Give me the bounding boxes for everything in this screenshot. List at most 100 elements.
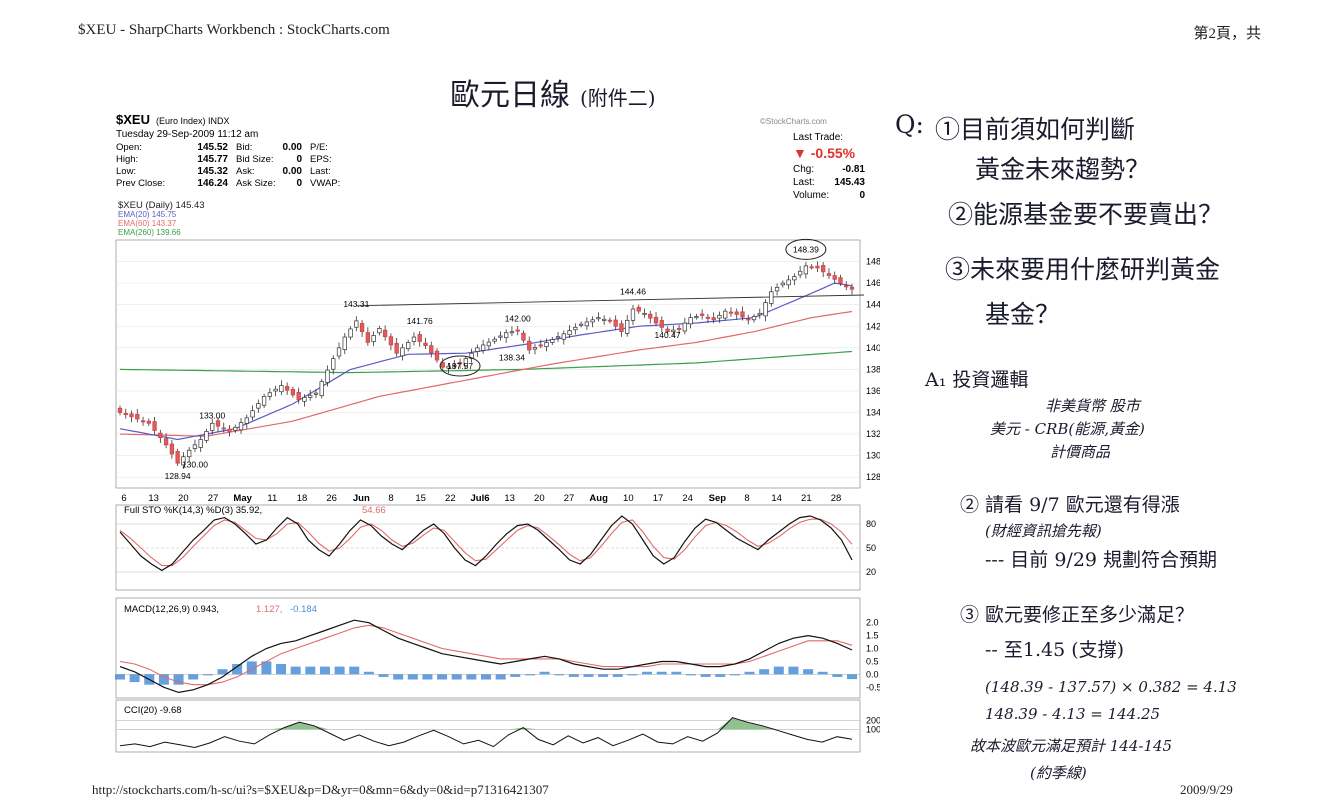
candle-down: [636, 306, 641, 312]
candle-down: [429, 345, 434, 354]
candle-down: [849, 286, 855, 290]
candle-down: [169, 443, 175, 455]
header-row-label2: Bid Size:: [236, 154, 274, 165]
x-axis-tick: 24: [682, 493, 693, 504]
candle-down: [215, 420, 221, 427]
candle-down: [705, 316, 711, 319]
macd-y-tick: -0.5: [866, 682, 880, 692]
header-row-value: 145.77: [197, 154, 228, 165]
macd-histogram-bar: [759, 669, 770, 675]
x-axis-tick: 28: [831, 493, 842, 504]
price-y-tick: 136: [866, 386, 880, 396]
candle-up: [642, 312, 647, 315]
candle-down: [815, 265, 820, 269]
header-row-value2: 0.00: [283, 166, 303, 177]
candle-down: [296, 391, 301, 400]
candle-down: [527, 340, 532, 351]
candle-down: [521, 332, 526, 341]
candle-down: [821, 265, 826, 273]
macd-y-tick: 1.0: [866, 644, 879, 654]
price-y-tick: 142: [866, 321, 880, 331]
candle-up: [544, 342, 549, 348]
x-axis-tick: Jun: [353, 493, 370, 504]
price-series: [117, 261, 865, 469]
candle-up: [480, 344, 486, 351]
answer-1-top: 非美貨幣 股市: [1045, 397, 1140, 415]
candle-up: [757, 312, 762, 316]
candle-up: [204, 431, 209, 441]
candle-up: [336, 347, 342, 357]
candle-down: [152, 421, 157, 431]
candle-down: [699, 313, 705, 316]
macd-histogram-bar: [671, 671, 682, 675]
last-label: Last:: [793, 177, 815, 188]
candle-up: [596, 317, 601, 320]
ema60-line: [119, 310, 853, 437]
candle-up: [348, 328, 353, 338]
macd-histogram-bar: [232, 664, 243, 675]
macd-histogram-bar: [642, 671, 653, 675]
price-y-tick: 144: [866, 300, 880, 310]
macd-histogram-bar: [803, 669, 814, 675]
x-axis-tick: 8: [744, 493, 749, 504]
stockcharts-brand: ©StockCharts.com: [760, 117, 827, 126]
macd-histogram-bar: [115, 674, 125, 680]
answer-3: ③ 歐元要修正至多少滿足？: [960, 604, 1195, 626]
cci-y-tick: 200: [866, 715, 880, 725]
chart-symbol: $XEU: [116, 112, 150, 127]
price-y-tick: 138: [866, 364, 880, 374]
low-circle-mark: [439, 355, 481, 377]
macd-histogram-bar: [319, 666, 330, 675]
candle-up: [555, 336, 561, 339]
candle-down: [648, 313, 653, 319]
candle-up: [406, 342, 411, 350]
x-axis-tick: 21: [801, 493, 812, 504]
candle-up: [244, 417, 249, 424]
x-axis-tick: 18: [297, 493, 308, 504]
price-y-tick: 134: [866, 408, 880, 418]
candle-up: [463, 358, 468, 367]
candle-up: [509, 331, 515, 334]
answer-title: A₁ 投資邏輯: [925, 369, 1029, 391]
chart-datetime: Tuesday 29-Sep-2009 11:12 am: [116, 129, 258, 140]
question-1-cont: 黃金未來趨勢？: [975, 155, 1151, 184]
handwritten-title-sub: (附件二): [580, 86, 656, 110]
price-annotation: 138.34: [499, 353, 525, 363]
candle-up: [308, 394, 313, 398]
macd-histogram-bar: [393, 674, 404, 680]
candle-down: [423, 342, 428, 347]
price-panel-frame: [115, 239, 861, 489]
cci-line: [119, 717, 853, 749]
macd-y-tick: 0.0: [866, 669, 879, 679]
x-axis-tick: 6: [121, 493, 126, 504]
price-annotation: 142.00: [505, 313, 531, 323]
macd-histogram-bar: [334, 666, 345, 675]
candle-down: [832, 275, 837, 280]
candle-down: [175, 451, 180, 464]
x-axis-tick: Sep: [709, 493, 727, 504]
header-row-label3: EPS:: [310, 154, 332, 165]
candle-up: [532, 347, 538, 350]
question-3-cont: 基金？: [985, 300, 1061, 329]
macd-histogram-bar: [363, 671, 374, 675]
sto-d-line: [119, 518, 853, 567]
header-row-label3: Last:: [310, 166, 331, 177]
macd-histogram-bar: [202, 674, 213, 676]
candle-up: [694, 316, 699, 319]
candle-down: [117, 407, 123, 413]
candle-up: [250, 410, 255, 418]
candle-up: [371, 335, 376, 342]
candle-up: [671, 329, 676, 333]
candle-down: [388, 336, 394, 346]
candle-up: [377, 328, 382, 334]
price-annotation: 148.39: [793, 244, 819, 254]
macd-histogram-bar: [700, 674, 711, 677]
macd-histogram-bar: [524, 674, 535, 676]
macd-histogram-bar: [276, 664, 287, 675]
candle-up: [279, 385, 284, 393]
price-y-tick: 146: [866, 278, 880, 288]
candle-down: [538, 344, 543, 347]
header-row-label2: Ask Size:: [236, 178, 276, 189]
answer-2-source: (財經資訊搶先報): [985, 522, 1102, 540]
